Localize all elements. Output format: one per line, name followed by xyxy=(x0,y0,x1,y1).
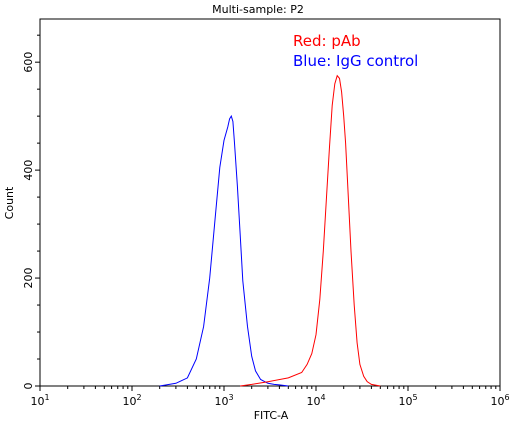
x-tick-label: 103 xyxy=(214,393,233,408)
x-tick-label: 106 xyxy=(490,393,509,408)
chart-title: Multi-sample: P2 xyxy=(212,3,304,16)
series-line-1 xyxy=(240,74,381,387)
plot-area xyxy=(39,18,501,387)
x-tick-label: 105 xyxy=(398,393,417,408)
x-tick-label: 102 xyxy=(122,393,141,408)
y-tick-label: 400 xyxy=(22,160,35,181)
legend-blue: Blue: IgG control xyxy=(293,52,418,70)
legend-red: Red: pAb xyxy=(293,32,361,50)
x-axis-title: FITC-A xyxy=(254,409,289,422)
x-tick-label: 104 xyxy=(306,393,325,408)
y-tick-label: 0 xyxy=(22,383,35,390)
y-axis-title: Count xyxy=(3,186,16,219)
y-tick-label: 600 xyxy=(22,52,35,73)
series-line-0 xyxy=(159,114,289,387)
x-tick-label: 101 xyxy=(30,393,49,408)
series-layer xyxy=(159,74,381,387)
y-axis: 0 200 400 600 xyxy=(22,34,40,390)
x-axis: 101 102 103 104 105 106 xyxy=(30,386,510,408)
y-tick-label: 200 xyxy=(22,268,35,289)
